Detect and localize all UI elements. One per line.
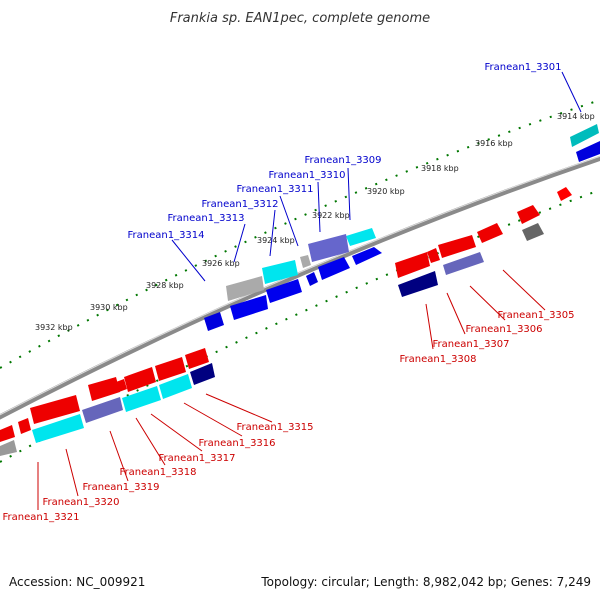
gene-3307[interactable] bbox=[427, 248, 440, 263]
gene-label[interactable]: Franean1_3308 bbox=[399, 354, 476, 365]
kbp-label: 3932 kbp bbox=[35, 323, 73, 332]
gene-label[interactable]: Franean1_3318 bbox=[119, 467, 196, 478]
gene-3316[interactable] bbox=[155, 357, 186, 381]
kbp-label: 3914 kbp bbox=[557, 112, 595, 121]
gene-3314[interactable] bbox=[204, 312, 224, 331]
gene-3319b[interactable] bbox=[82, 397, 123, 423]
gene-label[interactable]: Franean1_3301 bbox=[484, 62, 561, 73]
gene-3309b[interactable] bbox=[352, 247, 382, 265]
gene-3321[interactable] bbox=[18, 418, 31, 434]
genome-backbone-highlight bbox=[0, 155, 600, 416]
gene-3306b[interactable] bbox=[443, 252, 484, 275]
gene-3322b[interactable] bbox=[0, 440, 17, 456]
gene-3316b[interactable] bbox=[159, 374, 192, 399]
gene-3303[interactable] bbox=[557, 187, 572, 201]
gene-label[interactable]: Franean1_3305 bbox=[497, 310, 574, 321]
kbp-label: 3924 kbp bbox=[257, 236, 295, 245]
gene-label[interactable]: Franean1_3313 bbox=[167, 213, 244, 224]
reverse-strand-genes bbox=[204, 124, 600, 331]
gene-3315[interactable] bbox=[185, 348, 209, 369]
gene-label[interactable]: Franean1_3321 bbox=[2, 512, 79, 523]
kbp-label: 3930 kbp bbox=[90, 303, 128, 312]
gene-3317b[interactable] bbox=[122, 386, 161, 412]
gene-label[interactable]: Franean1_3316 bbox=[198, 438, 275, 449]
kbp-label: 3918 kbp bbox=[421, 164, 459, 173]
gene-label[interactable]: Franean1_3317 bbox=[158, 453, 235, 464]
gene-3313b[interactable] bbox=[230, 295, 268, 320]
gene-3322[interactable] bbox=[0, 425, 15, 442]
gene-3301b[interactable] bbox=[576, 141, 600, 162]
gene-3308[interactable] bbox=[395, 252, 430, 278]
gene-3304b[interactable] bbox=[522, 223, 544, 241]
gene-label[interactable]: Franean1_3320 bbox=[42, 497, 119, 508]
kbp-label: 3920 kbp bbox=[367, 187, 405, 196]
gene-label[interactable]: Franean1_3311 bbox=[236, 184, 313, 195]
gene-label[interactable]: Franean1_3306 bbox=[465, 324, 542, 335]
gene-3315b[interactable] bbox=[190, 363, 215, 385]
gene-label[interactable]: Franean1_3307 bbox=[432, 339, 509, 350]
genome-summary: Topology: circular; Length: 8,982,042 bp… bbox=[260, 575, 591, 589]
kbp-label: 3926 kbp bbox=[202, 259, 240, 268]
gene-3306[interactable] bbox=[438, 235, 476, 258]
kbp-label: 3928 kbp bbox=[146, 281, 184, 290]
genome-title: Frankia sp. EAN1pec, complete genome bbox=[170, 11, 430, 26]
gene-3308b[interactable] bbox=[398, 271, 438, 297]
gene-3309[interactable] bbox=[346, 228, 376, 246]
forward-gene-labels: Franean1_3305 Franean1_3306 Franean1_330… bbox=[2, 310, 574, 523]
gene-label[interactable]: Franean1_3319 bbox=[82, 482, 159, 493]
gene-3312b[interactable] bbox=[266, 279, 302, 303]
gene-3317[interactable] bbox=[124, 367, 156, 392]
gene-label[interactable]: Franean1_3309 bbox=[304, 155, 381, 166]
gene-3312[interactable] bbox=[262, 260, 298, 284]
reverse-gene-labels: Franean1_3301 Franean1_3309 Franean1_331… bbox=[127, 62, 561, 241]
gene-3320b[interactable] bbox=[32, 414, 84, 443]
accession-text: Accession: NC_009921 bbox=[9, 575, 145, 589]
gene-3311b[interactable] bbox=[306, 272, 318, 286]
gene-3320[interactable] bbox=[30, 395, 80, 424]
gene-3310[interactable] bbox=[308, 234, 349, 262]
gene-3305[interactable] bbox=[477, 223, 503, 243]
gene-3304[interactable] bbox=[517, 205, 540, 224]
gene-3310b[interactable] bbox=[318, 257, 350, 280]
gene-3311[interactable] bbox=[300, 255, 311, 268]
kbp-label: 3922 kbp bbox=[312, 211, 350, 220]
gene-label[interactable]: Franean1_3310 bbox=[268, 170, 345, 181]
gene-3313[interactable] bbox=[226, 276, 264, 301]
gene-3319[interactable] bbox=[88, 377, 120, 401]
gene-label[interactable]: Franean1_3312 bbox=[201, 199, 278, 210]
gene-3301[interactable] bbox=[570, 124, 599, 147]
forward-strand-genes bbox=[0, 187, 572, 456]
gene-label[interactable]: Franean1_3314 bbox=[127, 230, 204, 241]
genome-backbone bbox=[0, 155, 600, 420]
reverse-leaders bbox=[171, 71, 582, 282]
kbp-label: 3916 kbp bbox=[475, 139, 513, 148]
forward-leaders bbox=[37, 269, 546, 510]
gene-label[interactable]: Franean1_3315 bbox=[236, 422, 313, 433]
kbp-labels: 3914 kbp 3916 kbp 3918 kbp 3920 kbp 3922… bbox=[35, 112, 595, 332]
